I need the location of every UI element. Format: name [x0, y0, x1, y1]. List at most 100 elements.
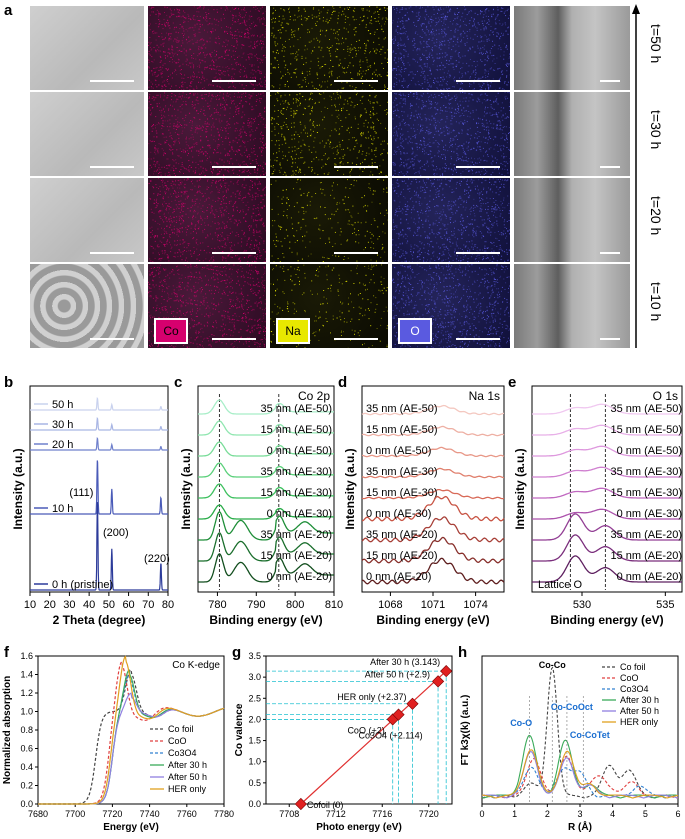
series-line — [30, 502, 168, 591]
y-axis-label: Co valence — [234, 703, 245, 756]
series-label: 0 nm (AE-20) — [267, 571, 332, 583]
series-label: 15 nm (AE-20) — [260, 550, 332, 562]
annotation-label: Co-CoTet — [570, 730, 610, 740]
series-line — [361, 536, 505, 564]
y-axis-label: Normalized absorption — [2, 676, 13, 784]
series-label: 0 nm (AE-30) — [267, 508, 332, 520]
x-tick-label: 10 — [24, 599, 36, 611]
series-line — [361, 425, 505, 437]
y-tick-label: 1.0 — [20, 707, 33, 717]
image-tile-r1-c3 — [392, 92, 510, 176]
series-line — [361, 404, 504, 416]
series-label: 15 nm (AE-20) — [366, 550, 438, 562]
x-tick-label: 800 — [286, 599, 304, 611]
element-badge-na: Na — [276, 318, 310, 344]
x-tick-label: 7760 — [177, 809, 197, 819]
image-tile-r3-c4 — [514, 264, 630, 348]
series-line — [481, 755, 679, 799]
image-tile-r0-c3 — [392, 6, 510, 90]
series-label: 0 nm (AE-20) — [366, 571, 431, 583]
series-label: 0 nm (AE-20) — [617, 571, 682, 583]
series-line — [532, 555, 682, 583]
point-label: HER only (+2.37) — [337, 692, 406, 702]
legend-label: CoO — [620, 673, 639, 683]
panel-label-b: b — [4, 374, 14, 391]
series-label: 20 h — [52, 439, 73, 451]
plot-frame — [265, 655, 453, 805]
x-tick-label: 2 — [545, 809, 550, 819]
series-line — [532, 445, 682, 457]
series-line — [198, 483, 334, 499]
x-tick-label: 3 — [577, 809, 582, 819]
panel-label-a: a — [4, 2, 13, 19]
scale-bar — [90, 338, 134, 340]
scale-bar — [456, 338, 500, 340]
y-tick-label: 1.0 — [248, 757, 261, 767]
image-tile-r0-c4 — [514, 6, 630, 90]
x-axis-label: Binding energy (eV) — [550, 613, 663, 627]
chart-title: Na 1s — [469, 389, 500, 403]
series-line — [198, 511, 334, 541]
series-label: 0 nm (AE-50) — [366, 445, 431, 457]
scale-bar — [456, 166, 500, 168]
x-tick-label: 30 — [63, 599, 75, 611]
y-tick-label: 0.2 — [20, 781, 33, 791]
scale-bar — [90, 166, 134, 168]
data-point — [406, 697, 419, 710]
image-tile-r1-c2 — [270, 92, 388, 176]
y-tick-label: 0.0 — [248, 799, 261, 809]
x-tick-label: 7720 — [419, 809, 439, 819]
x-axis-label: 2 Theta (degree) — [53, 613, 146, 627]
y-tick-label: 0.0 — [20, 799, 33, 809]
series-line — [481, 666, 679, 799]
series-line — [38, 655, 225, 805]
scale-bar — [334, 80, 378, 82]
time-label-3: t=10 h — [648, 282, 664, 322]
series-line — [532, 403, 682, 415]
peak-label: (111) — [69, 487, 93, 499]
series-line — [532, 508, 682, 520]
legend-label: HER only — [620, 717, 659, 727]
x-tick-label: 810 — [325, 599, 343, 611]
x-tick-label: 7780 — [214, 809, 234, 819]
series-label: 35 nm (AE-20) — [260, 529, 332, 541]
scale-bar — [600, 166, 620, 168]
series-line — [532, 466, 682, 478]
series-line — [532, 487, 682, 499]
panel-h-exafs-chart: 0 1 2 3 4 5 6R (Å)FT k3χ(k) (a.u.)Co foilCoOCo… — [460, 655, 681, 833]
point-label: CoO (+2) — [347, 725, 384, 735]
panel-label-e: e — [508, 374, 517, 391]
x-tick-label: 60 — [122, 599, 134, 611]
x-tick-label: 7708 — [279, 809, 299, 819]
panel-e-o1s-chart: 530 535 Binding energy (eV) Intensity (a.u.… — [513, 385, 683, 627]
series-label: 35 nm (AE-50) — [610, 403, 682, 415]
time-label-1: t=30 h — [648, 110, 664, 150]
series-label: 30 h — [52, 419, 73, 431]
panel-f-xanes-chart: 7680 7700 7720 7740 7760 7780 0.0 0.2 0.4 0.6 0.8 1… — [2, 651, 234, 833]
legend-label: After 30 h — [168, 760, 207, 770]
plot-frame — [29, 385, 169, 593]
plot-frame — [197, 385, 335, 593]
element-map-dots — [392, 92, 510, 176]
chart-title: Co K-edge — [172, 660, 220, 671]
panel-b-xrd-chart: 10 20 30 40 50 60 70 80 2 Theta (degree) Intensit… — [11, 385, 174, 627]
x-tick-label: 4 — [610, 809, 615, 819]
image-tile-r2-c0 — [30, 178, 144, 262]
x-tick-label: 780 — [208, 599, 226, 611]
series-label: 0 nm (AE-30) — [617, 508, 682, 520]
y-tick-label: 1.6 — [20, 651, 33, 661]
x-tick-label: 70 — [142, 599, 154, 611]
series-label: 10 h — [52, 503, 73, 515]
series-line — [30, 396, 168, 411]
panel-label-d: d — [338, 374, 348, 391]
panel-label-f: f — [4, 644, 9, 661]
series-label: 15 nm (AE-30) — [610, 487, 682, 499]
scale-bar — [212, 166, 256, 168]
x-tick-label: 40 — [83, 599, 95, 611]
series-line — [481, 749, 679, 799]
x-tick-label: 535 — [656, 599, 674, 611]
element-map-dots — [270, 178, 388, 262]
annotation-label: Co-O — [510, 718, 532, 728]
y-tick-label: 2.5 — [248, 693, 261, 703]
lattice-o-label: Lattice O — [538, 579, 582, 591]
